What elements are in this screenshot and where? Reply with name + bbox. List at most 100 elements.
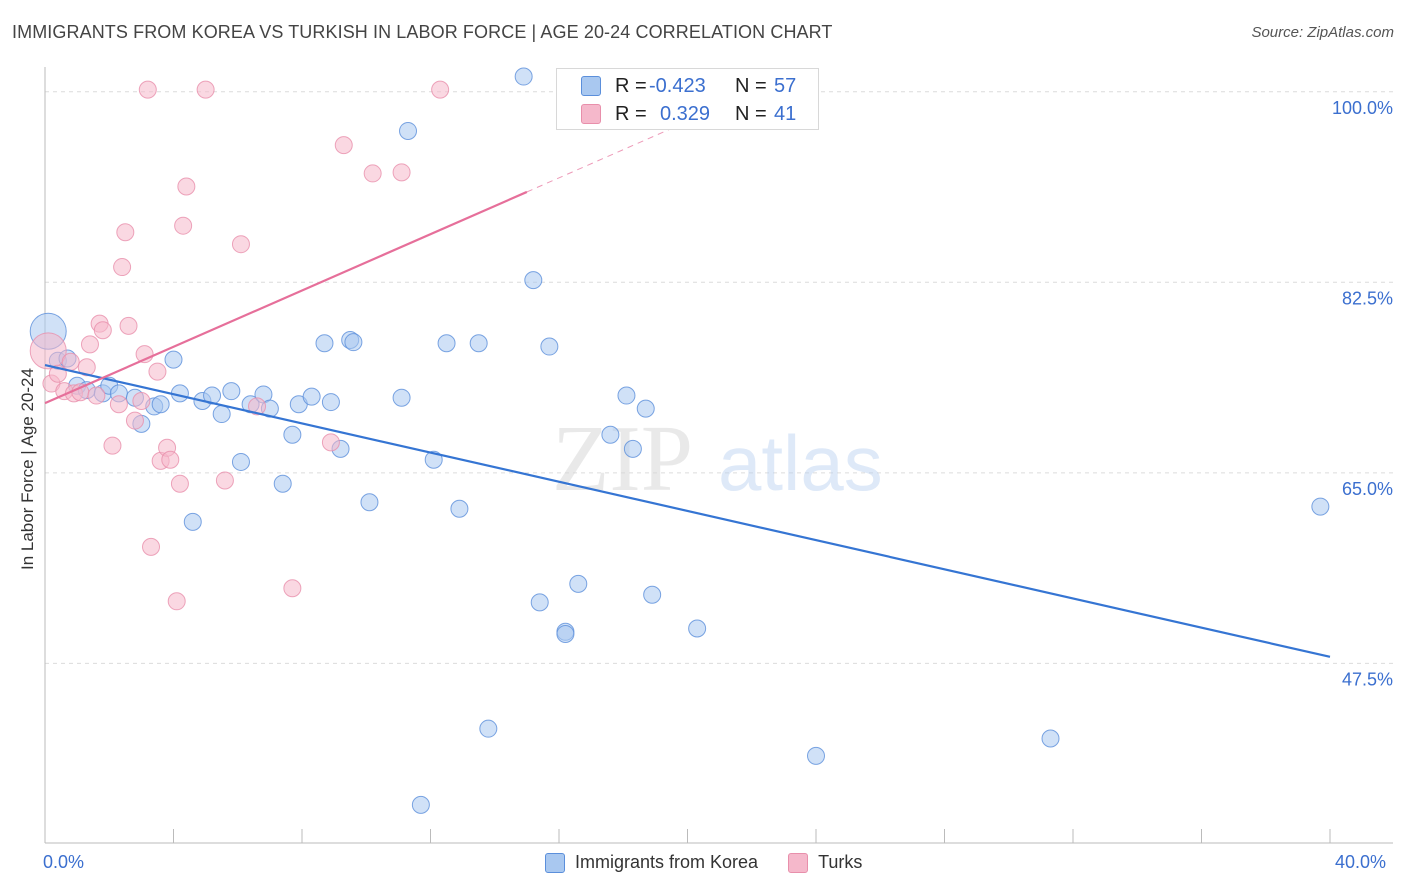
axes bbox=[44, 67, 1393, 844]
korea-point bbox=[469, 334, 488, 353]
korea-point bbox=[556, 624, 575, 643]
r-label: R = bbox=[615, 102, 647, 125]
korea-point bbox=[617, 386, 636, 405]
legend-swatch-korea bbox=[545, 852, 565, 873]
turks-point bbox=[161, 450, 180, 469]
korea-point bbox=[569, 574, 588, 593]
turks-point bbox=[363, 164, 382, 183]
korea-point bbox=[540, 337, 559, 356]
korea-point bbox=[479, 719, 498, 738]
legend-label-turks: Turks bbox=[818, 852, 863, 872]
korea-point bbox=[450, 499, 469, 518]
turks-point bbox=[93, 321, 112, 340]
turks-point bbox=[174, 216, 193, 235]
turks-point bbox=[119, 316, 138, 335]
korea-point bbox=[222, 382, 241, 401]
turks-point bbox=[71, 383, 90, 402]
grid-lines bbox=[45, 91, 1393, 664]
korea-point bbox=[437, 334, 456, 353]
korea-point bbox=[424, 450, 443, 469]
n-value: 57 bbox=[774, 74, 797, 97]
korea-point bbox=[283, 425, 302, 444]
turks-point bbox=[125, 411, 144, 430]
trend-lines bbox=[44, 71, 1331, 658]
data-points bbox=[29, 67, 1330, 814]
y-tick-label: 82.5% bbox=[1342, 288, 1393, 308]
korea-point bbox=[273, 474, 292, 493]
korea-point bbox=[643, 585, 662, 604]
turks-point bbox=[116, 223, 135, 242]
turks-point bbox=[177, 177, 196, 196]
n-label: N = bbox=[735, 74, 767, 97]
korea-point bbox=[315, 334, 334, 353]
x-tick-min: 0.0% bbox=[43, 852, 85, 872]
korea-point bbox=[392, 388, 411, 407]
turks-point bbox=[80, 335, 99, 354]
korea-point bbox=[524, 271, 543, 290]
korea-trend-line bbox=[44, 363, 1331, 658]
stats-swatch-turks bbox=[581, 104, 601, 124]
korea-point bbox=[151, 395, 170, 414]
watermark: ZIP atlas bbox=[552, 407, 883, 511]
turks-point bbox=[61, 352, 80, 371]
turks-point bbox=[148, 362, 167, 381]
korea-point bbox=[514, 67, 533, 86]
korea-point bbox=[623, 439, 642, 458]
korea-point bbox=[1041, 729, 1060, 748]
korea-point bbox=[164, 350, 183, 369]
turks-point bbox=[215, 471, 234, 490]
turks-point bbox=[248, 397, 267, 416]
y-tick-label: 100.0% bbox=[1332, 98, 1393, 118]
turks-point bbox=[196, 80, 215, 99]
legend-label-korea: Immigrants from Korea bbox=[575, 852, 759, 872]
korea-point bbox=[344, 333, 363, 352]
y-tick-label: 47.5% bbox=[1342, 669, 1393, 689]
y-tick-label: 65.0% bbox=[1342, 479, 1393, 499]
turks-point bbox=[138, 80, 157, 99]
turks-point bbox=[77, 358, 96, 377]
n-value: 41 bbox=[774, 102, 797, 125]
turks-trend-line bbox=[44, 190, 528, 405]
r-value: 0.329 bbox=[660, 102, 711, 125]
turks-point bbox=[103, 436, 122, 455]
korea-point bbox=[183, 512, 202, 531]
korea-point bbox=[212, 405, 231, 424]
y-tick-labels: 100.0% 82.5% 65.0% 47.5% bbox=[1332, 98, 1393, 690]
r-value: -0.423 bbox=[649, 74, 706, 97]
turks-point bbox=[29, 332, 67, 370]
turks-point bbox=[142, 537, 161, 556]
korea-point bbox=[601, 425, 620, 444]
korea-point bbox=[302, 387, 321, 406]
korea-point bbox=[360, 493, 379, 512]
turks-point bbox=[132, 391, 151, 410]
korea-point bbox=[411, 795, 430, 814]
korea-point bbox=[231, 452, 250, 471]
legend-item-korea: Immigrants from Korea bbox=[545, 852, 758, 873]
n-label: N = bbox=[735, 102, 767, 125]
stats-swatch-korea bbox=[581, 76, 601, 96]
turks-point bbox=[231, 235, 250, 254]
watermark-zip: ZIP bbox=[552, 407, 693, 511]
r-label: R = bbox=[615, 74, 647, 97]
source-label: Source: ZipAtlas.com bbox=[1251, 24, 1394, 41]
stats-legend: R = -0.423 N = 57 R = 0.329 N = 41 bbox=[556, 68, 819, 130]
korea-point bbox=[530, 593, 549, 612]
turks-trend-extension bbox=[526, 71, 801, 193]
x-tick-max: 40.0% bbox=[1335, 852, 1387, 872]
turks-point bbox=[431, 80, 450, 99]
turks-point bbox=[321, 433, 340, 452]
turks-point bbox=[334, 136, 353, 155]
legend: Immigrants from Korea Turks bbox=[545, 852, 862, 873]
korea-point bbox=[399, 121, 418, 140]
watermark-atlas: atlas bbox=[718, 419, 883, 507]
turks-point bbox=[283, 579, 302, 598]
turks-point bbox=[392, 163, 411, 182]
turks-point bbox=[109, 395, 128, 414]
korea-point bbox=[1311, 497, 1330, 516]
turks-point bbox=[113, 258, 132, 277]
korea-point bbox=[807, 746, 825, 765]
turks-point bbox=[87, 386, 106, 405]
turks-point bbox=[170, 474, 189, 493]
y-axis-title: In Labor Force | Age 20-24 bbox=[18, 368, 37, 570]
